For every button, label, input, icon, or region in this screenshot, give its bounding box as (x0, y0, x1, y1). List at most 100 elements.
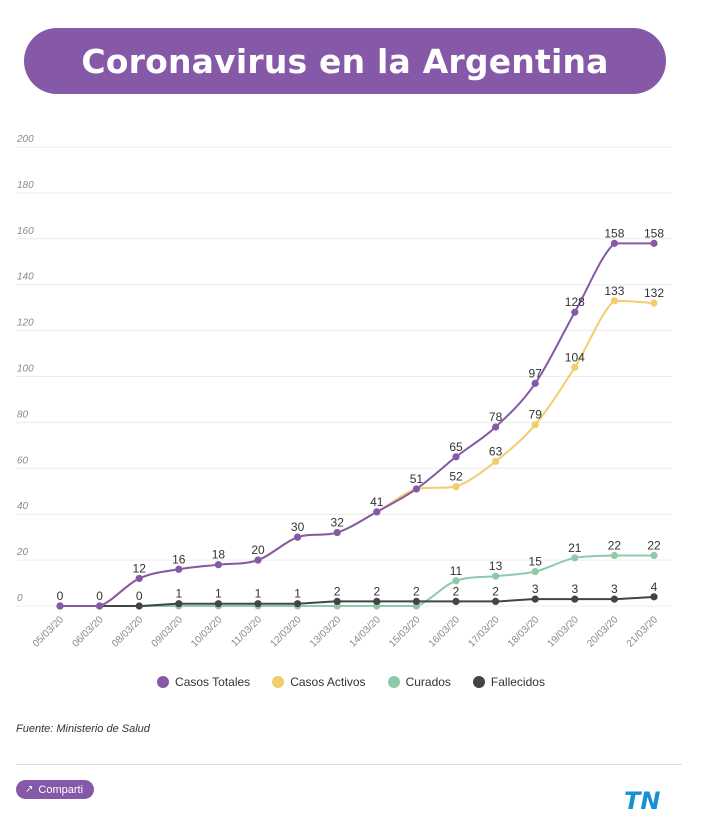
data-point (214, 600, 222, 608)
data-point (254, 600, 262, 608)
x-tick-label: 18/03/20 (506, 614, 542, 650)
data-label: 133 (604, 284, 624, 298)
data-point (373, 508, 381, 516)
data-point (492, 572, 500, 580)
chart-title: Coronavirus en la Argentina (81, 41, 609, 81)
legend-label: Curados (405, 675, 451, 689)
legend-swatch (387, 676, 400, 688)
data-point (135, 574, 143, 583)
x-tick-label: 10/03/20 (189, 614, 225, 650)
legend-item[interactable]: Fallecidos (472, 675, 545, 689)
data-point (650, 299, 658, 307)
series-line-casos-totales (60, 242, 654, 607)
data-label: 0 (136, 589, 143, 603)
data-label: 11 (450, 564, 463, 578)
x-tick-label: 11/03/20 (229, 614, 264, 649)
y-tick-label: 100 (17, 364, 34, 375)
data-label: 30 (291, 520, 305, 534)
legend-label: Fallecidos (490, 675, 545, 689)
legend-item[interactable]: Curados (387, 675, 451, 689)
data-point (650, 239, 658, 247)
x-tick-label: 21/03/20 (625, 614, 661, 650)
y-tick-label: 140 (17, 272, 34, 283)
data-point (571, 363, 579, 371)
legend-item[interactable]: Casos Activos (272, 675, 366, 689)
y-tick-label: 120 (17, 318, 34, 329)
y-tick-label: 160 (17, 226, 34, 237)
share-button-label: Comparti (38, 783, 84, 796)
data-point (531, 567, 539, 576)
data-label: 0 (57, 589, 64, 603)
y-tick-label: 20 (16, 547, 29, 558)
data-point (610, 595, 619, 603)
data-label: 32 (331, 516, 345, 530)
data-point (214, 561, 222, 569)
data-point (571, 308, 579, 316)
share-button[interactable]: ↗ Comparti (16, 780, 95, 799)
legend-swatch (157, 676, 170, 688)
data-label: 22 (608, 539, 622, 553)
x-tick-label: 05/03/20 (31, 614, 67, 650)
y-tick-label: 60 (17, 455, 29, 466)
y-tick-label: 180 (17, 180, 34, 191)
data-label: 2 (492, 584, 499, 598)
data-label: 65 (449, 440, 463, 454)
tn-logo-t: TN (624, 787, 660, 814)
data-label: 4 (651, 580, 658, 594)
x-tick-label: 06/03/20 (70, 614, 106, 650)
data-point (452, 483, 460, 491)
data-label: 15 (529, 555, 543, 569)
data-point (531, 379, 539, 387)
data-label: 13 (489, 559, 503, 573)
data-label: 3 (532, 582, 539, 596)
data-point (610, 239, 619, 247)
x-tick-label: 20/03/20 (585, 614, 621, 650)
x-tick-label: 08/03/20 (110, 614, 146, 650)
x-tick-label: 13/03/20 (308, 614, 344, 650)
data-point (254, 556, 262, 564)
data-point (492, 457, 500, 466)
data-point (135, 602, 143, 610)
x-tick-label: 17/03/20 (466, 614, 502, 650)
data-point (96, 602, 104, 610)
data-point (650, 551, 658, 560)
series-line-curados (60, 554, 654, 607)
data-label: 16 (172, 552, 186, 566)
footer-divider (16, 764, 682, 765)
x-tick-label: 12/03/20 (268, 614, 304, 650)
data-label: 2 (334, 584, 341, 598)
data-label: 22 (647, 539, 661, 553)
data-point (531, 421, 539, 429)
data-point (452, 577, 460, 585)
data-label: 21 (568, 541, 582, 555)
data-label: 63 (489, 444, 503, 458)
data-label: 3 (611, 582, 618, 596)
data-point (175, 600, 183, 608)
y-tick-label: 200 (16, 134, 34, 145)
data-label: 158 (644, 226, 664, 240)
data-label: 0 (96, 589, 103, 603)
data-label: 3 (571, 582, 578, 596)
data-point (373, 597, 381, 606)
data-label: 2 (453, 584, 460, 598)
data-point (452, 453, 460, 461)
data-label: 78 (489, 410, 503, 424)
legend-swatch (472, 676, 485, 688)
data-label: 41 (370, 495, 384, 509)
data-point (492, 423, 500, 431)
data-point (412, 485, 420, 493)
data-point (571, 554, 579, 562)
data-label: 52 (449, 470, 463, 484)
data-point (610, 297, 619, 305)
data-point (650, 593, 658, 601)
data-label: 97 (529, 366, 543, 380)
y-tick-label: 0 (17, 593, 23, 604)
legend-item[interactable]: Casos Totales (157, 675, 250, 689)
source-note: Fuente: Ministerio de Salud (16, 723, 150, 735)
tn-logo: TN (624, 787, 660, 814)
data-point (412, 597, 420, 606)
data-point (56, 602, 64, 610)
data-point (294, 533, 302, 541)
chart-legend: Casos Totales Casos Activos Curados Falleci… (0, 675, 702, 689)
x-tick-label: 15/03/20 (387, 614, 423, 650)
